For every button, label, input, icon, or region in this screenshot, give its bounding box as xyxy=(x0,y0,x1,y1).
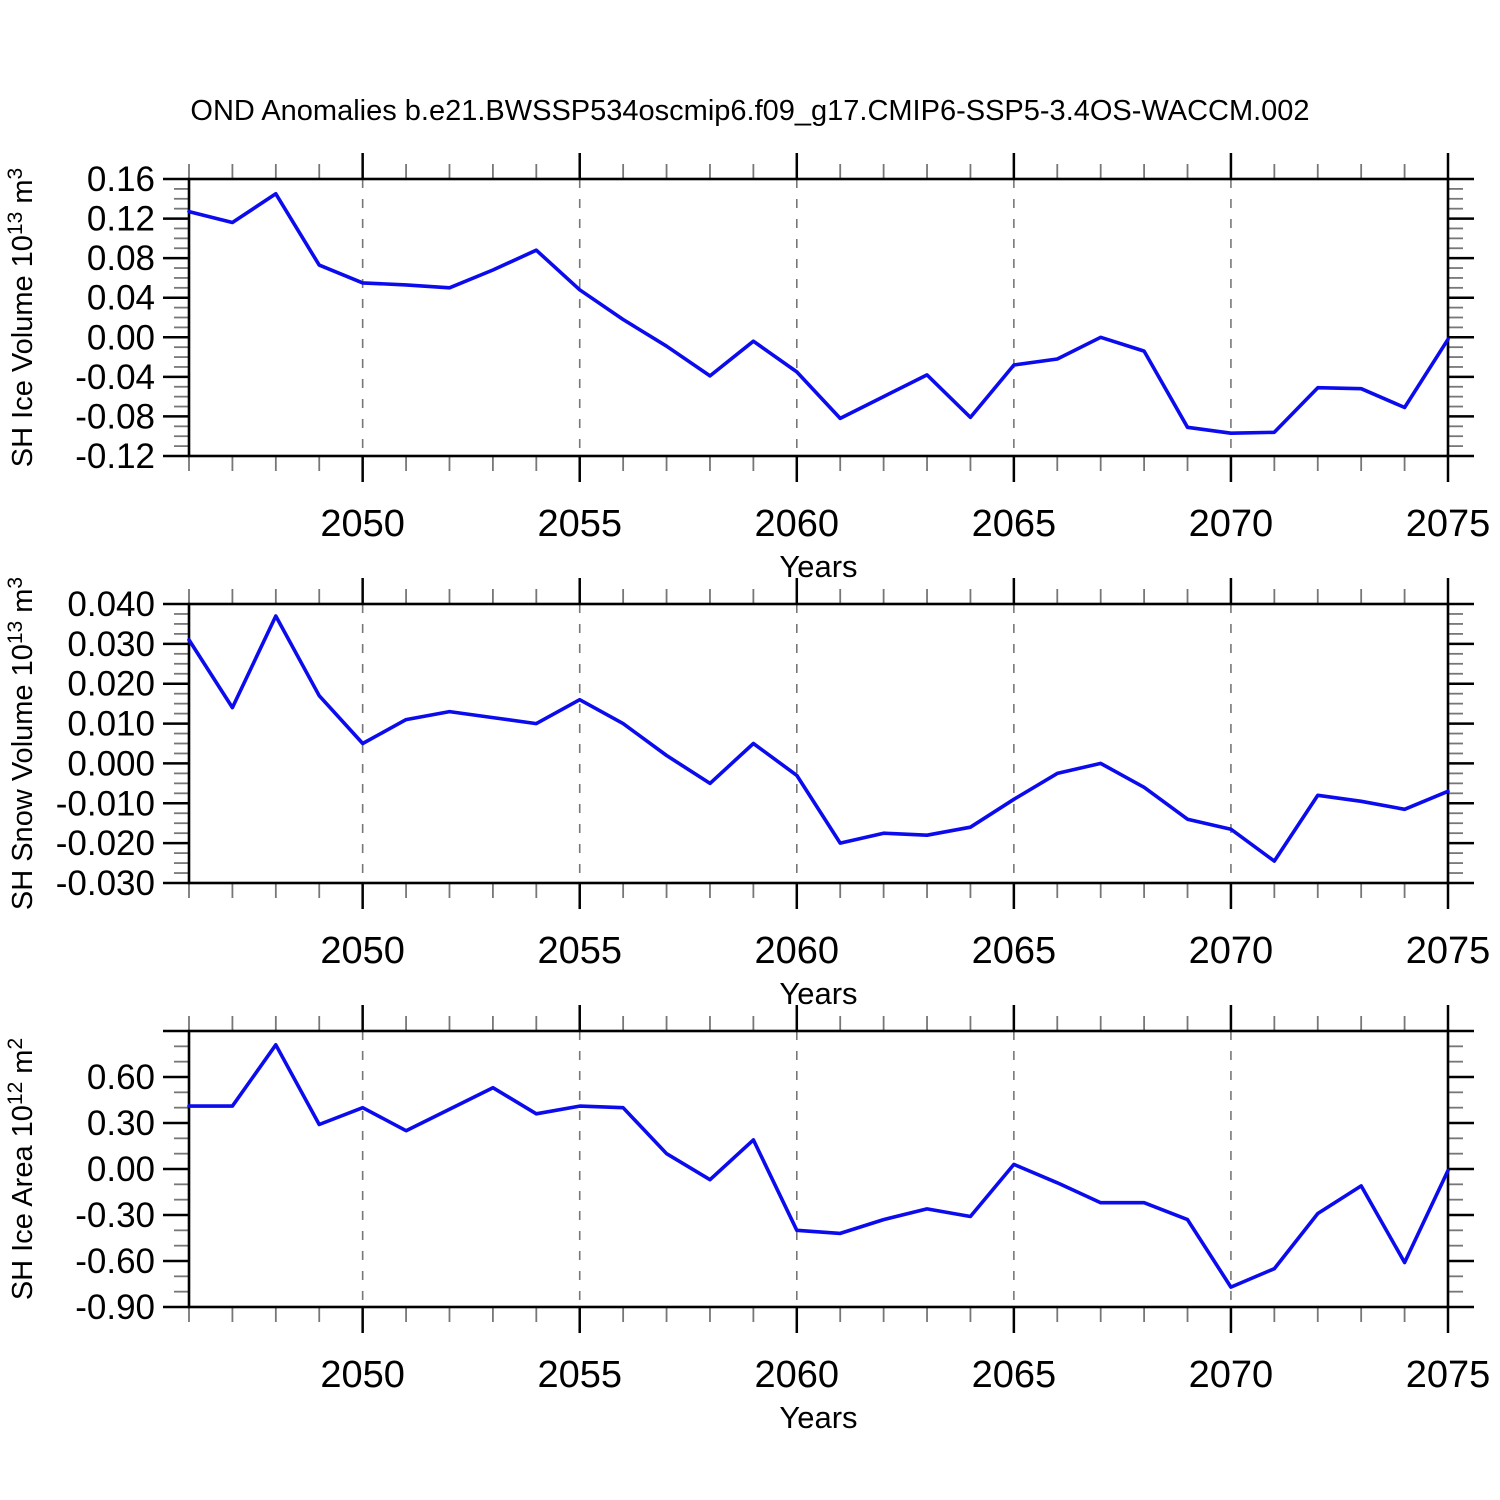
y-tick-label: 0.000 xyxy=(67,744,155,783)
y-tick-label: 0.16 xyxy=(87,160,155,199)
x-tick-label: 2050 xyxy=(320,1354,405,1396)
x-tick-label: 2070 xyxy=(1189,1354,1274,1396)
y-tick-label: 0.010 xyxy=(67,705,155,744)
x-tick-label: 2070 xyxy=(1189,503,1274,545)
y-tick-label: -0.020 xyxy=(56,824,155,863)
x-tick-label: 2070 xyxy=(1189,930,1274,972)
x-tick-label: 2055 xyxy=(537,1354,622,1396)
y-tick-label: -0.60 xyxy=(75,1242,155,1281)
x-tick-label: 2060 xyxy=(755,930,840,972)
x-tick-label: 2065 xyxy=(972,930,1057,972)
y-tick-label: -0.08 xyxy=(75,397,155,436)
x-tick-label: 2075 xyxy=(1406,930,1491,972)
y-tick-label: 0.00 xyxy=(87,318,155,357)
series-line xyxy=(187,192,1450,436)
plot-frame xyxy=(187,1029,1450,1309)
x-tick-label: 2060 xyxy=(755,1354,840,1396)
x-tick-label: 2050 xyxy=(320,930,405,972)
y-tick-label: 0.30 xyxy=(87,1104,155,1143)
x-tick-label: 2065 xyxy=(972,503,1057,545)
y-tick-label: 0.04 xyxy=(87,279,155,318)
x-tick-label: 2075 xyxy=(1406,503,1491,545)
panel-2: 0.0400.0300.0200.0100.000-0.010-0.020-0.… xyxy=(4,577,1490,1011)
y-tick-label: -0.010 xyxy=(56,784,155,823)
x-axis-title: Years xyxy=(779,976,857,1011)
y-tick-label: 0.08 xyxy=(87,239,155,278)
y-tick-label: -0.30 xyxy=(75,1196,155,1235)
panel-3: 0.60 0.30 0.00 -0.30 -0.60 -0.90 2050 2055 2060 2… xyxy=(4,1005,1490,1435)
chart-title: OND Anomalies b.e21.BWSSP534oscmip6.f09_… xyxy=(190,95,1310,127)
y-axis-title: SH Snow Volume 1013 m3 xyxy=(4,577,39,910)
panel-1: 0.160.120.080.040.00-0.04-0.08-0.12 2050 2… xyxy=(4,153,1490,584)
y-tick-label: -0.90 xyxy=(75,1288,155,1327)
y-tick-label: -0.030 xyxy=(56,864,155,903)
x-tick-label: 2055 xyxy=(537,503,622,545)
y-tick-label: -0.04 xyxy=(75,358,155,397)
x-axis-title: Years xyxy=(779,549,857,584)
y-tick-label: 0.12 xyxy=(87,200,155,239)
x-tick-label: 2065 xyxy=(972,1354,1057,1396)
series-line xyxy=(187,1043,1450,1289)
y-tick-label: 0.60 xyxy=(87,1058,155,1097)
plot-frame xyxy=(187,177,1450,458)
x-tick-label: 2055 xyxy=(537,930,622,972)
y-tick-label: 0.00 xyxy=(87,1150,155,1189)
y-tick-label: -0.12 xyxy=(75,437,155,476)
y-axis-title: SH Ice Volume 1013 m3 xyxy=(4,168,39,467)
y-tick-label: 0.020 xyxy=(67,665,155,704)
plot-frame xyxy=(187,602,1450,885)
x-tick-label: 2050 xyxy=(320,503,405,545)
x-tick-label: 2060 xyxy=(755,503,840,545)
series-line xyxy=(187,614,1450,863)
x-tick-label: 2075 xyxy=(1406,1354,1491,1396)
y-tick-label: 0.040 xyxy=(67,585,155,624)
y-axis-title: SH Ice Area 1012 m2 xyxy=(4,1038,39,1300)
y-tick-label: 0.030 xyxy=(67,625,155,664)
x-axis-title: Years xyxy=(779,1400,857,1435)
